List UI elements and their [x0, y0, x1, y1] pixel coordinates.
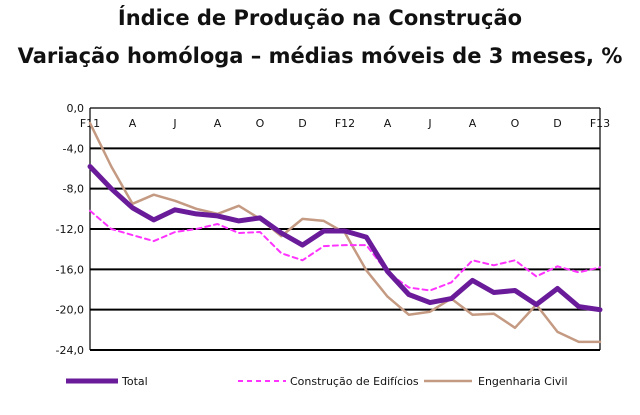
x-tick-label: A: [214, 117, 222, 130]
legend-label: Total: [121, 375, 148, 388]
series-line-edificios: [89, 209, 601, 292]
x-tick-label: D: [298, 117, 306, 130]
y-tick-label: -4,0: [63, 142, 84, 155]
x-tick-label: A: [384, 117, 392, 130]
chart-title: Índice de Produção na Construção: [117, 6, 523, 30]
legend-label: Construção de Edifícios: [290, 375, 419, 388]
x-tick-label: A: [469, 117, 477, 130]
x-tick-label: O: [256, 117, 265, 130]
y-tick-label: -16,0: [56, 263, 84, 276]
y-tick-label: -24,0: [56, 344, 84, 357]
chart-subtitle: Variação homóloga – médias móveis de 3 m…: [17, 44, 623, 68]
y-tick-label: -12,0: [56, 223, 84, 236]
series-line-total: [87, 164, 603, 313]
y-tick-label: -8,0: [63, 183, 84, 196]
x-tick-label: D: [553, 117, 561, 130]
x-tick-label: A: [129, 117, 137, 130]
x-tick-label: F13: [590, 117, 610, 130]
x-tick-label: F12: [335, 117, 355, 130]
x-tick-label: J: [427, 117, 431, 130]
x-tick-label: O: [511, 117, 520, 130]
y-tick-label: 0,0: [67, 102, 85, 115]
x-tick-label: J: [172, 117, 176, 130]
legend-label: Engenharia Civil: [478, 375, 568, 388]
y-tick-label: -20,0: [56, 304, 84, 317]
